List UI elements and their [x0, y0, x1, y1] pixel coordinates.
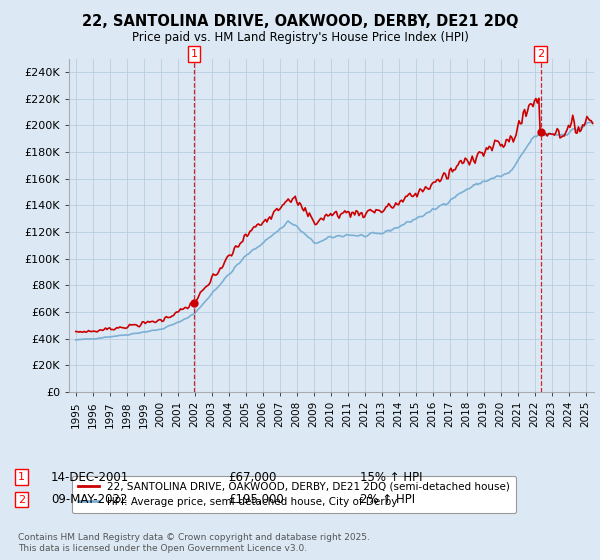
Text: Price paid vs. HM Land Registry's House Price Index (HPI): Price paid vs. HM Land Registry's House … [131, 31, 469, 44]
Legend: 22, SANTOLINA DRIVE, OAKWOOD, DERBY, DE21 2DQ (semi-detached house), HPI: Averag: 22, SANTOLINA DRIVE, OAKWOOD, DERBY, DE2… [71, 475, 516, 513]
Text: 22, SANTOLINA DRIVE, OAKWOOD, DERBY, DE21 2DQ: 22, SANTOLINA DRIVE, OAKWOOD, DERBY, DE2… [82, 14, 518, 29]
Text: Contains HM Land Registry data © Crown copyright and database right 2025.
This d: Contains HM Land Registry data © Crown c… [18, 533, 370, 553]
Text: 1: 1 [190, 49, 197, 59]
Text: £67,000: £67,000 [228, 470, 277, 484]
Text: 2: 2 [537, 49, 544, 59]
Text: 2: 2 [18, 494, 25, 505]
Text: 15% ↑ HPI: 15% ↑ HPI [360, 470, 422, 484]
Text: 2% ↑ HPI: 2% ↑ HPI [360, 493, 415, 506]
Text: 09-MAY-2022: 09-MAY-2022 [51, 493, 128, 506]
Text: 14-DEC-2001: 14-DEC-2001 [51, 470, 129, 484]
Text: £195,000: £195,000 [228, 493, 284, 506]
Text: 1: 1 [18, 472, 25, 482]
